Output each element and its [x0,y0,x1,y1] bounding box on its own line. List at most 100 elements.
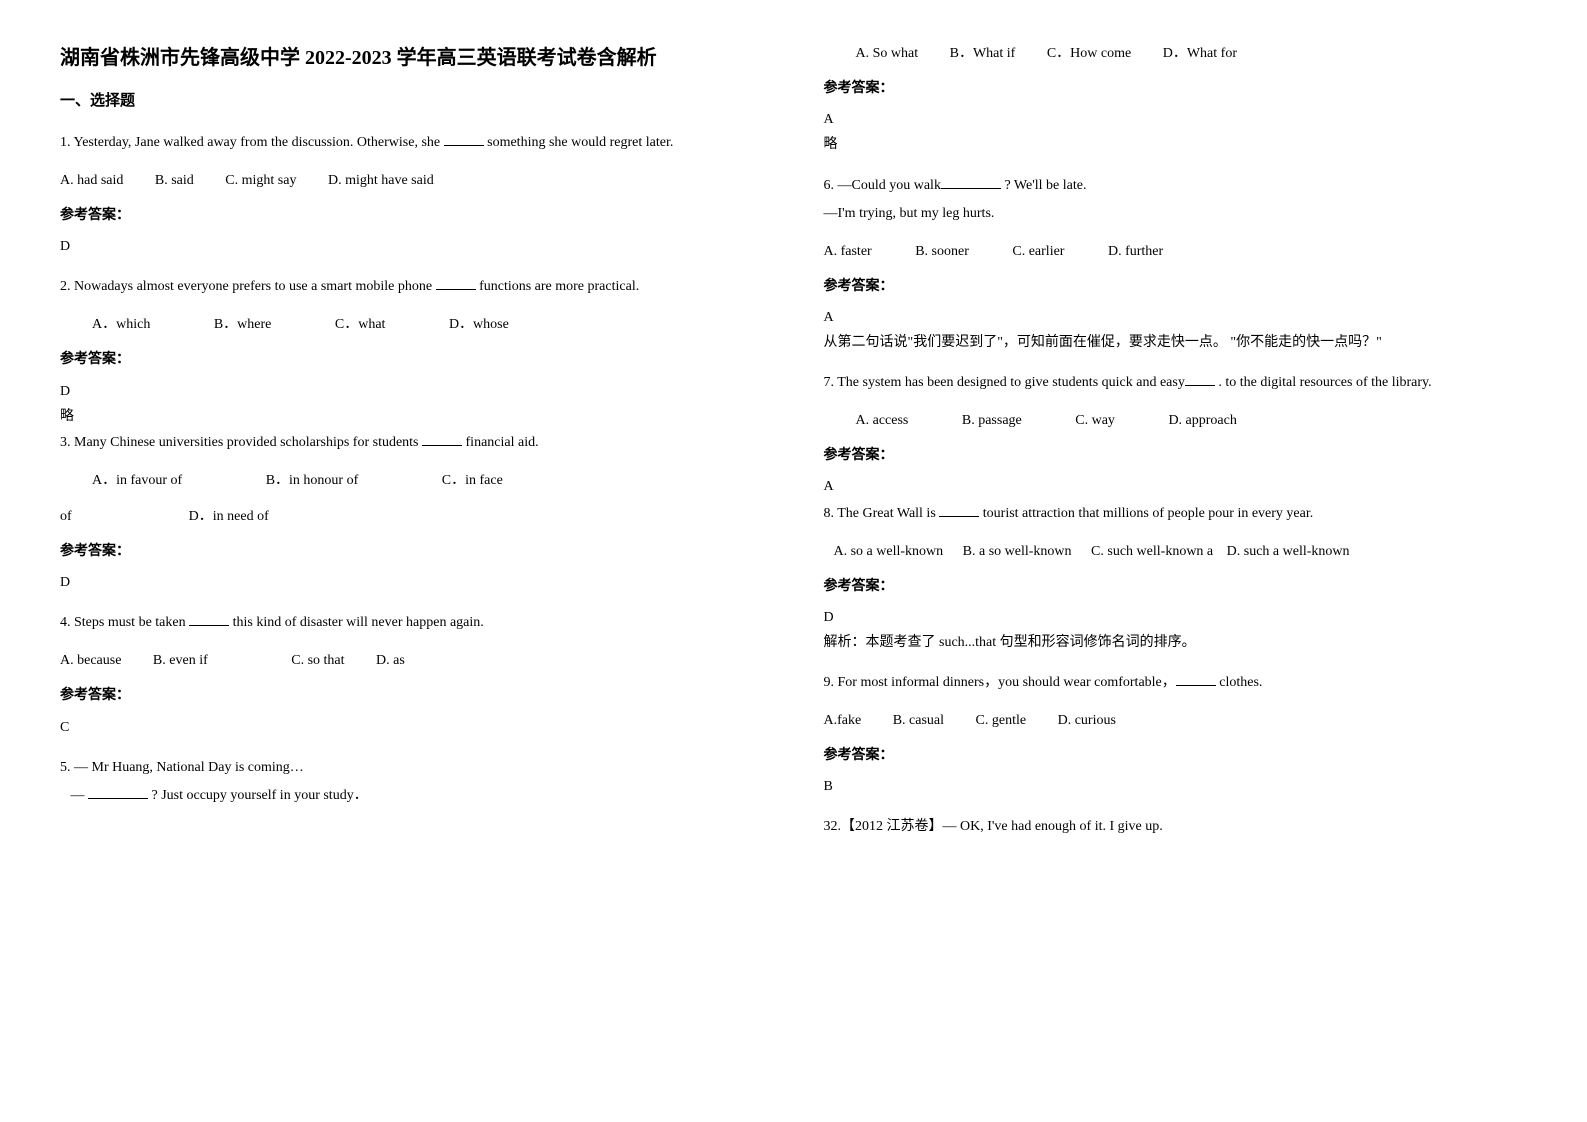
q6-opt-b: B. sooner [915,238,969,266]
q6-answer: A [824,305,1528,330]
q2-blank [436,276,476,290]
q2-opt-b: B．where [214,311,272,339]
q3-options-line1: A．in favour of B．in honour of C．in face [60,467,764,495]
q5-line2: — ? Just occupy yourself in your study． [60,782,764,810]
q7-answer: A [824,474,1528,499]
q5-note: 略 [824,132,1528,157]
q9-options: A.fake B. casual C. gentle D. curious [824,707,1528,735]
question-9: 9. For most informal dinners，you should … [824,669,1528,697]
q4-text-suffix: this kind of disaster will never happen … [233,615,484,630]
q2-text-suffix: functions are more practical. [479,279,639,294]
q4-blank [189,612,229,626]
q7-text-suffix: . to the digital resources of the librar… [1218,375,1431,390]
q8-opt-a: A. so a well-known [834,538,944,566]
question-6: 6. —Could you walk ? We'll be late. —I'm… [824,172,1528,228]
q5-options: A. So what B．What if C．How come D．What f… [824,40,1528,68]
q3-blank [422,432,462,446]
q6-opt-a: A. faster [824,238,872,266]
q1-opt-a: A. had said [60,167,123,195]
q9-text-suffix: clothes. [1219,675,1262,690]
question-1: 1. Yesterday, Jane walked away from the … [60,129,764,157]
q6-line2: —I'm trying, but my leg hurts. [824,200,1528,228]
q8-answer-label: 参考答案： [824,574,1528,599]
q8-text-prefix: 8. The Great Wall is [824,506,940,521]
q2-answer-label: 参考答案： [60,347,764,372]
q5-line2-suffix: ? Just occupy yourself in your study． [152,788,368,803]
q8-opt-b: B. a so well-known [963,538,1072,566]
q3-options-line2: of D．in need of [60,503,764,531]
q5-opt-d: D．What for [1163,40,1237,68]
q5-line2-prefix: — [71,788,89,803]
q3-text-prefix: 3. Many Chinese universities provided sc… [60,435,422,450]
q7-opt-c: C. way [1075,407,1115,435]
q5-blank [88,785,148,799]
q1-text-prefix: 1. Yesterday, Jane walked away from the … [60,135,444,150]
q9-opt-a: A.fake [824,707,862,735]
question-7: 7. The system has been designed to give … [824,369,1528,397]
q8-opt-c: C. such well-known a [1091,538,1213,566]
q3-text-suffix: financial aid. [466,435,539,450]
question-4: 4. Steps must be taken this kind of disa… [60,609,764,637]
q1-answer-label: 参考答案： [60,203,764,228]
q6-blank [941,175,1001,189]
q6-explanation: 从第二句话说"我们要迟到了"，可知前面在催促，要求走快一点。 "你不能走的快一点… [824,330,1528,355]
q5-opt-a: A. So what [856,40,919,68]
q2-options: A．which B．where C．what D．whose [60,311,764,339]
q6-options: A. faster B. sooner C. earlier D. furthe… [824,238,1528,266]
q3-answer-label: 参考答案： [60,539,764,564]
q8-opt-d: D. such a well-known [1227,538,1350,566]
q7-opt-a: A. access [856,407,909,435]
q9-opt-c: C. gentle [976,707,1027,735]
q4-opt-c: C. so that [291,647,344,675]
q8-answer: D [824,605,1528,630]
q1-answer: D [60,234,764,259]
q9-blank [1176,672,1216,686]
q7-blank [1185,372,1215,386]
q3-opt-c: C．in face [442,467,503,495]
q1-options: A. had said B. said C. might say D. migh… [60,167,764,195]
q8-blank [939,503,979,517]
question-32: 32.【2012 江苏卷】— OK, I've had enough of it… [824,813,1528,841]
q7-options: A. access B. passage C. way D. approach [824,407,1528,435]
question-5: 5. — Mr Huang, National Day is coming… —… [60,754,764,810]
q9-text-prefix: 9. For most informal dinners，you should … [824,675,1176,690]
question-8: 8. The Great Wall is tourist attraction … [824,500,1528,528]
question-3: 3. Many Chinese universities provided sc… [60,429,764,457]
q7-opt-b: B. passage [962,407,1022,435]
section-header: 一、选择题 [60,88,764,115]
q5-line1: 5. — Mr Huang, National Day is coming… [60,754,764,782]
q1-opt-d: D. might have said [328,167,434,195]
question-2: 2. Nowadays almost everyone prefers to u… [60,273,764,301]
q1-text-suffix: something she would regret later. [487,135,673,150]
q7-answer-label: 参考答案： [824,443,1528,468]
q3-opt-d: D．in need of [189,509,269,524]
q6-opt-d: D. further [1108,238,1163,266]
q6-answer-label: 参考答案： [824,274,1528,299]
q2-answer: D [60,379,764,404]
q3-opt-a: A．in favour of [92,467,182,495]
q1-blank [444,132,484,146]
q4-answer-label: 参考答案： [60,683,764,708]
q3-line2-prefix: of [60,509,72,524]
q4-text-prefix: 4. Steps must be taken [60,615,189,630]
q5-answer: A [824,107,1528,132]
q2-opt-d: D．whose [449,311,509,339]
q1-opt-c: C. might say [225,167,296,195]
q9-answer-label: 参考答案： [824,743,1528,768]
q2-text-prefix: 2. Nowadays almost everyone prefers to u… [60,279,436,294]
q3-opt-b: B．in honour of [266,467,359,495]
q8-explanation: 解析：本题考查了 such...that 句型和形容词修饰名词的排序。 [824,630,1528,655]
q3-answer: D [60,570,764,595]
q7-text-prefix: 7. The system has been designed to give … [824,375,1185,390]
q9-opt-b: B. casual [893,707,944,735]
q4-opt-d: D. as [376,647,405,675]
q9-answer: B [824,774,1528,799]
q6-opt-c: C. earlier [1012,238,1064,266]
q4-opt-a: A. because [60,647,121,675]
q2-opt-c: C．what [335,311,386,339]
q4-opt-b: B. even if [153,647,208,675]
q8-text-suffix: tourist attraction that millions of peop… [983,506,1313,521]
q4-options: A. because B. even if C. so that D. as [60,647,764,675]
right-column: A. So what B．What if C．How come D．What f… [824,40,1528,851]
exam-title: 湖南省株洲市先锋高级中学 2022-2023 学年高三英语联考试卷含解析 [60,40,764,76]
